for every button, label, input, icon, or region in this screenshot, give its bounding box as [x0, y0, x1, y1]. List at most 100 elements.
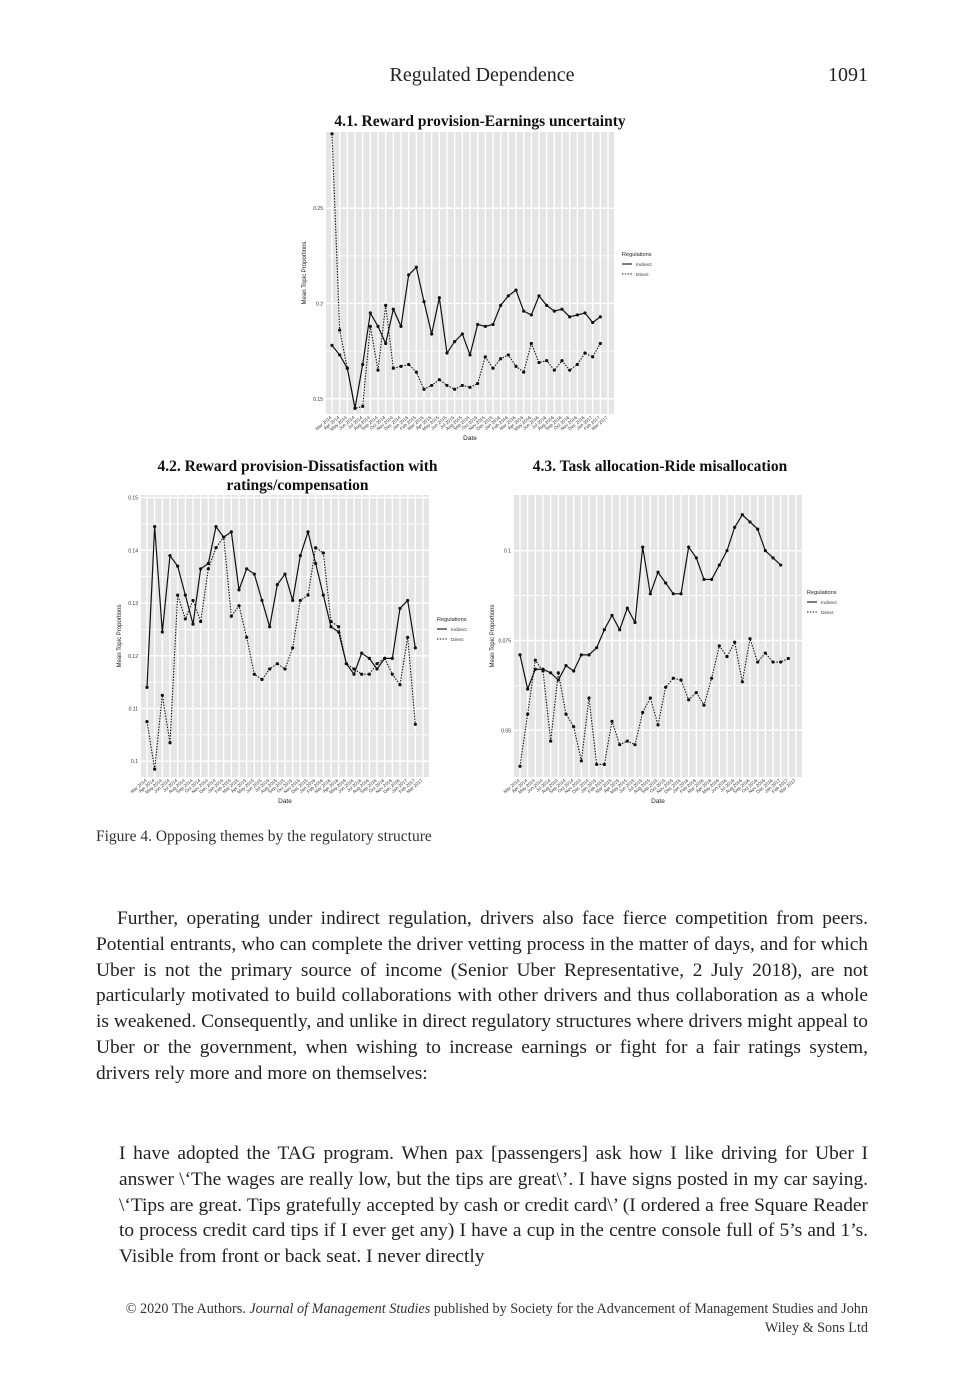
data-point-indirect: [352, 672, 356, 676]
data-point-indirect: [549, 671, 553, 675]
data-point-indirect: [725, 549, 729, 553]
data-point-indirect: [430, 332, 434, 336]
data-point-indirect: [329, 625, 333, 629]
data-point-direct: [153, 767, 157, 771]
data-point-direct: [671, 676, 675, 680]
data-point-indirect: [529, 313, 533, 317]
body-paragraph: Further, operating under indirect regula…: [96, 908, 868, 1084]
data-point-direct: [306, 593, 310, 597]
data-point-indirect: [406, 598, 410, 603]
data-point-indirect: [568, 315, 572, 319]
figure-caption: Figure 4. Opposing themes by the regulat…: [96, 828, 432, 845]
data-point-direct: [656, 723, 660, 727]
chart-title-4-2: 4.2. Reward provision-Dissatisfaction wi…: [157, 458, 438, 494]
legend-entry: Indirect: [451, 627, 467, 633]
data-point-direct: [268, 667, 272, 671]
data-point-direct: [445, 383, 449, 388]
data-point-direct: [771, 660, 775, 664]
data-point-direct: [583, 351, 587, 355]
data-point-direct: [717, 644, 721, 648]
data-point-direct: [199, 619, 203, 624]
data-point-direct: [533, 658, 537, 662]
data-point-indirect: [306, 530, 310, 534]
data-point-indirect: [368, 311, 372, 315]
data-point-direct: [422, 387, 426, 391]
data-point-indirect: [145, 685, 149, 689]
data-point-indirect: [422, 299, 426, 304]
data-point-indirect: [390, 656, 394, 661]
y-tick-label: 0.15: [128, 496, 138, 502]
legend-entry: Indirect: [636, 262, 652, 268]
data-point-direct: [344, 662, 348, 666]
data-point-direct: [252, 672, 256, 676]
data-point-direct: [384, 303, 388, 307]
legend-entry: Direct: [451, 637, 464, 643]
data-point-direct: [587, 696, 591, 700]
data-point-direct: [526, 712, 530, 716]
data-point-direct: [549, 739, 553, 743]
running-title: Regulated Dependence: [389, 64, 575, 86]
data-point-indirect: [702, 577, 706, 582]
data-point-direct: [352, 667, 356, 671]
data-point-indirect: [399, 324, 403, 328]
data-point-indirect: [522, 309, 526, 313]
data-point-direct: [483, 355, 487, 359]
data-point-direct: [568, 368, 572, 372]
data-point-direct: [633, 743, 637, 747]
chart-title-4-3: 4.3. Task allocation-Ride misallocation: [532, 458, 788, 475]
data-point-indirect: [664, 581, 668, 585]
series-line-indirect: [146, 525, 416, 688]
x-axis-label: Date: [278, 798, 292, 805]
data-point-direct: [275, 662, 279, 666]
data-point-indirect: [414, 265, 418, 269]
data-point-indirect: [275, 583, 279, 587]
data-point-indirect: [191, 622, 195, 626]
data-point-indirect: [376, 324, 380, 328]
data-point-direct: [460, 383, 464, 388]
legend-title: Regulations: [807, 590, 837, 596]
data-point-indirect: [598, 315, 602, 319]
data-point-indirect: [291, 598, 295, 603]
y-tick-label: 0.1: [131, 759, 138, 765]
y-axis-label: Mean Topic Proportions: [302, 242, 308, 305]
data-point-direct: [537, 360, 541, 365]
data-point-direct: [541, 669, 545, 673]
data-point-indirect: [545, 303, 549, 307]
data-point-indirect: [740, 513, 744, 517]
data-point-direct: [214, 546, 218, 550]
data-point-direct: [610, 719, 614, 723]
legend-title: Regulations: [437, 617, 467, 623]
legend-entry: Indirect: [821, 600, 837, 606]
page-number: 1091: [828, 64, 868, 86]
data-point-direct: [430, 383, 434, 388]
data-point-direct: [183, 617, 187, 621]
data-point-direct: [545, 359, 549, 363]
data-point-indirect: [298, 554, 302, 558]
data-point-direct: [591, 355, 595, 359]
data-point-indirect: [153, 525, 157, 529]
data-point-indirect: [625, 606, 629, 610]
data-point-indirect: [398, 606, 402, 610]
data-point-indirect: [514, 288, 518, 292]
data-point-direct: [499, 357, 503, 361]
data-point-indirect: [338, 353, 342, 357]
data-point-indirect: [468, 353, 472, 357]
data-point-direct: [710, 676, 714, 680]
data-point-direct: [337, 625, 341, 629]
y-tick-label: 0.14: [128, 548, 138, 554]
data-point-direct: [367, 672, 371, 676]
data-point-direct: [556, 671, 560, 675]
data-point-indirect: [260, 598, 264, 603]
data-point-direct: [560, 359, 564, 363]
data-point-indirect: [413, 646, 417, 650]
data-point-direct: [260, 677, 264, 682]
block-quote: I have adopted the TAG program. When pax…: [119, 1143, 868, 1268]
data-point-direct: [748, 637, 752, 641]
data-point-direct: [338, 328, 342, 332]
data-point-direct: [160, 693, 164, 697]
data-point-direct: [579, 759, 583, 763]
y-tick-label: 0.1: [504, 549, 511, 555]
data-point-direct: [406, 635, 410, 639]
data-point-direct: [702, 703, 706, 707]
data-point-indirect: [245, 567, 249, 571]
